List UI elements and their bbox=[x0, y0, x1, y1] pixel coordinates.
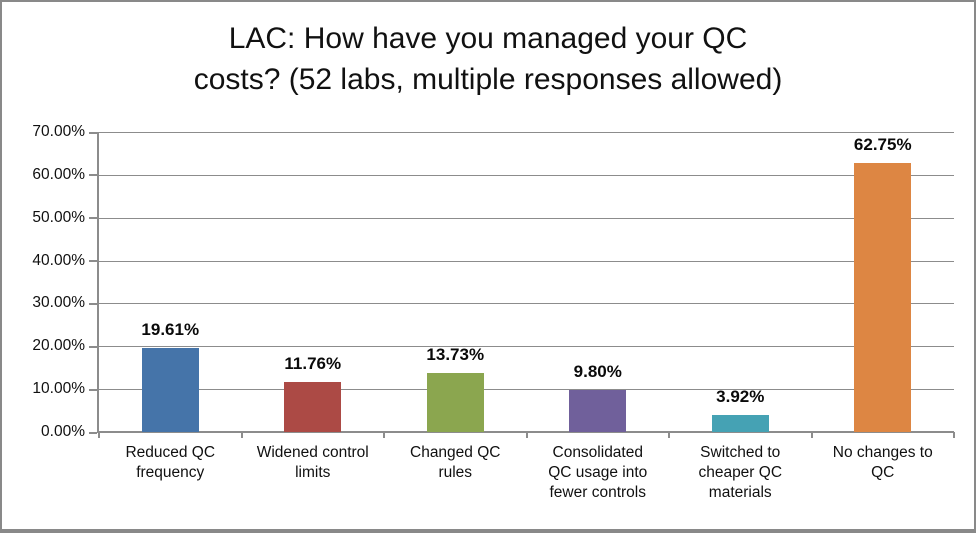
y-axis-tick-label: 30.00% bbox=[32, 294, 85, 312]
y-axis-tick bbox=[89, 131, 97, 134]
bar bbox=[426, 373, 484, 432]
bar bbox=[711, 415, 769, 432]
gridline bbox=[99, 217, 954, 219]
y-axis-line bbox=[97, 132, 99, 432]
x-axis-category-label: No changes to QC bbox=[832, 444, 933, 481]
bar-value-label: 11.76% bbox=[284, 353, 342, 373]
bar bbox=[284, 381, 342, 432]
chart-title-line-2: costs? (52 labs, multiple responses allo… bbox=[193, 63, 783, 96]
chart-title: LAC: How have you managed your QC costs?… bbox=[2, 18, 974, 100]
y-axis-tick-label: 20.00% bbox=[32, 337, 85, 355]
y-axis-tick-label: 60.00% bbox=[32, 165, 85, 183]
x-axis-tick bbox=[668, 432, 670, 438]
y-axis-tick bbox=[89, 302, 97, 305]
bar-value-label: 9.80% bbox=[573, 362, 622, 381]
bar bbox=[141, 347, 199, 432]
bar-value-label: 19.61% bbox=[141, 319, 200, 339]
y-axis-tick-label: 40.00% bbox=[32, 251, 85, 269]
x-axis-category-label: Switched to cheaper QC materials bbox=[698, 444, 783, 501]
x-axis-category-label: Consolidated QC usage into fewer control… bbox=[548, 444, 648, 501]
x-axis-category-label: Changed QC rules bbox=[410, 444, 501, 481]
bar-value-label: 62.75% bbox=[853, 135, 912, 155]
gridline bbox=[99, 132, 954, 133]
y-axis-tick bbox=[89, 345, 97, 348]
x-axis-tick bbox=[98, 432, 100, 438]
y-axis-tick bbox=[89, 260, 97, 263]
gridline bbox=[99, 389, 954, 391]
x-axis-tick bbox=[953, 432, 955, 438]
bar bbox=[569, 390, 627, 432]
y-axis-tick-label: 0.00% bbox=[41, 423, 85, 440]
bar-value-label: 3.92% bbox=[716, 387, 765, 407]
x-axis-tick bbox=[240, 432, 243, 438]
gridline bbox=[99, 174, 954, 176]
gridline bbox=[99, 346, 954, 348]
y-axis-tick bbox=[89, 174, 97, 177]
y-axis-tick-label: 10.00% bbox=[32, 380, 85, 398]
y-axis-tick bbox=[89, 388, 97, 391]
gridline bbox=[99, 303, 954, 305]
x-axis-category-label: Reduced QC frequency bbox=[125, 444, 216, 481]
y-axis-tick-label: 70.00% bbox=[32, 123, 85, 140]
bar-value-label: 13.73% bbox=[426, 345, 485, 365]
gridline bbox=[99, 260, 954, 262]
bar bbox=[854, 163, 912, 432]
y-axis-tick-label: 50.00% bbox=[32, 208, 85, 226]
x-axis-tick bbox=[525, 432, 528, 438]
y-axis-tick bbox=[89, 431, 97, 434]
x-axis-category-label: Widened control limits bbox=[256, 444, 369, 481]
y-axis-tick bbox=[89, 217, 97, 220]
x-axis-tick bbox=[810, 432, 813, 438]
x-axis-tick bbox=[383, 432, 385, 438]
chart-title-line-1: LAC: How have you managed your QC bbox=[228, 22, 748, 55]
